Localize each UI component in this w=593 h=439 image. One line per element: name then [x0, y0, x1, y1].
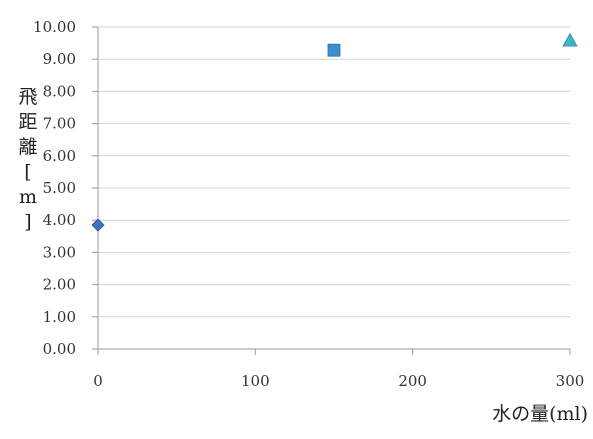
data-points [91, 32, 578, 232]
y-axis-title: 飛距離[m] [18, 86, 37, 233]
y-tick-label: 6.00 [43, 147, 76, 165]
y-tick-label: 9.00 [43, 50, 76, 68]
y-tick-label: 8.00 [43, 82, 76, 100]
axes [92, 26, 571, 355]
data-point-triangle [562, 32, 578, 47]
y-tick-label: 2.00 [43, 276, 76, 294]
x-tick-label: 0 [93, 372, 103, 390]
y-tick-label: 5.00 [43, 179, 76, 197]
x-tick-label: 100 [241, 372, 270, 390]
y-tick-label: 3.00 [43, 243, 76, 261]
data-point-square [327, 43, 341, 57]
y-tick-label: 10.00 [33, 18, 76, 36]
x-tick-label: 200 [398, 372, 427, 390]
x-tick-label: 300 [556, 372, 585, 390]
y-tick-label: 7.00 [43, 115, 76, 133]
axis-titles: 水の量(ml) 飛距離[m] [18, 86, 588, 425]
y-tick-label: 1.00 [43, 308, 76, 326]
y-tick-label: 0.00 [43, 340, 76, 358]
tick-labels: 0.00 1.00 2.00 3.00 4.00 5.00 6.00 7.00 8.00 9.00… [33, 18, 584, 390]
y-tick-label: 4.00 [43, 211, 76, 229]
gridlines [98, 26, 570, 318]
data-point-diamond [91, 218, 105, 232]
x-axis-title: 水の量(ml) [492, 403, 588, 425]
